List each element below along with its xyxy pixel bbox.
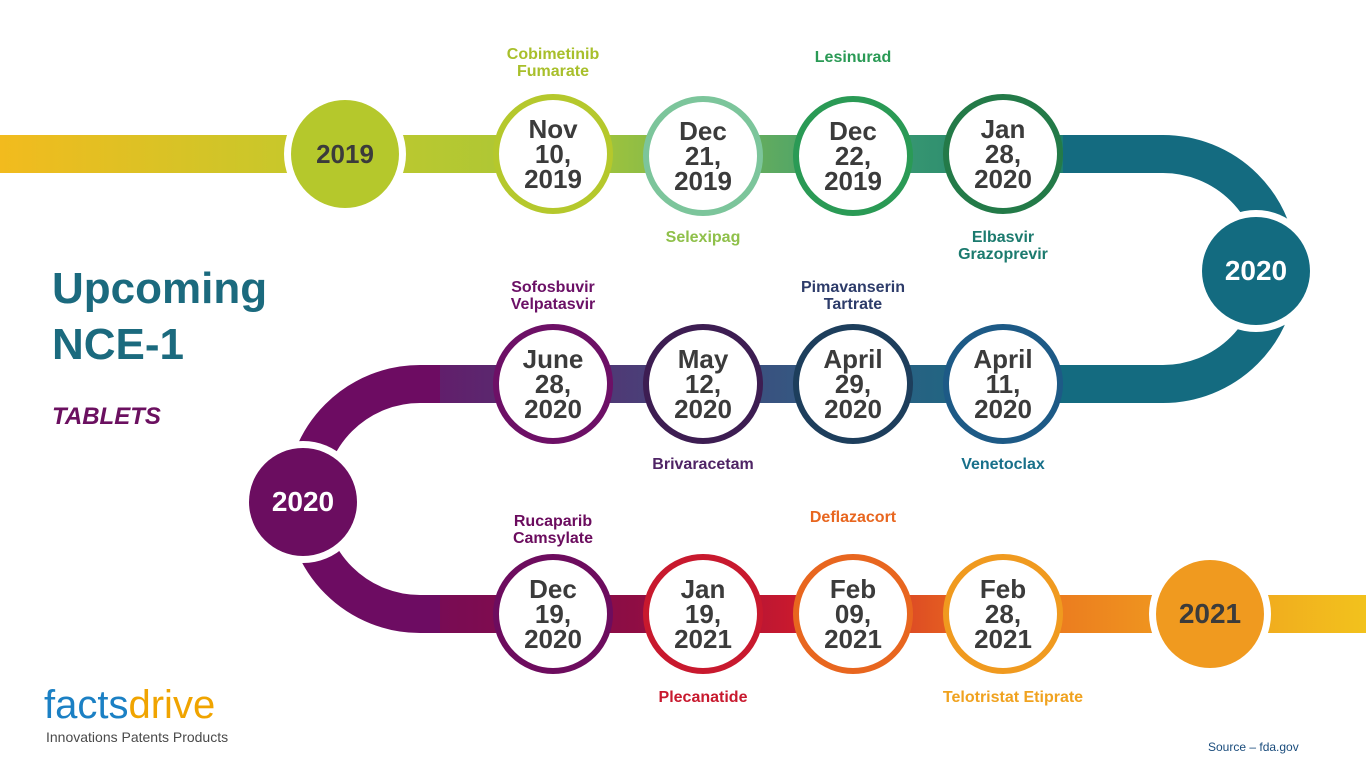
- drug-name: Elbasvir Grazoprevir: [958, 229, 1048, 263]
- drug-name: Telotristat Etiprate: [942, 689, 1084, 706]
- milestone-date: April 29, 2020: [793, 324, 913, 444]
- milestone-date: Dec 19, 2020: [493, 554, 613, 674]
- milestone-date: May 12, 2020: [643, 324, 763, 444]
- milestone-month: April: [973, 343, 1033, 374]
- milestone-day: 28,: [984, 138, 1022, 169]
- milestone-month: April: [823, 343, 883, 374]
- milestone-month: Feb: [979, 573, 1027, 604]
- page-subtitle: TABLETS: [52, 403, 161, 430]
- milestone-year: 2021: [824, 623, 882, 654]
- logo-drive: drive: [128, 683, 216, 727]
- logo-facts: facts: [44, 683, 129, 727]
- milestone-date: Jan 28, 2020: [943, 94, 1063, 214]
- milestone-day: 11,: [985, 368, 1021, 399]
- milestone-month: Dec: [679, 115, 727, 146]
- milestone-month: May: [677, 343, 729, 374]
- milestone-year: 2019: [524, 163, 582, 194]
- milestone-day: 09,: [834, 598, 872, 629]
- milestone-date: Nov 10, 2019: [493, 94, 613, 214]
- drug-name: Venetoclax: [961, 456, 1045, 473]
- drug-name: Brivaracetam: [652, 456, 754, 473]
- milestone-month: June: [522, 343, 584, 374]
- milestone-day: 29,: [834, 368, 872, 399]
- milestone-year: 2020: [974, 163, 1032, 194]
- year-marker: 2020: [1202, 217, 1310, 325]
- milestone-date: Feb 09, 2021: [793, 554, 913, 674]
- milestone-day: 22,: [834, 140, 872, 171]
- drug-name: Deflazacort: [809, 509, 897, 526]
- drug-name: Lesinurad: [814, 49, 892, 66]
- year-marker: 2020: [249, 448, 357, 556]
- milestone-year: 2020: [524, 623, 582, 654]
- drug-name: Sofosbuvir Velpatasvir: [510, 279, 596, 313]
- milestone-day: 28,: [984, 598, 1022, 629]
- logo-tagline: Innovations Patents Products: [46, 729, 229, 745]
- milestone-year: 2021: [974, 623, 1032, 654]
- drug-name: Selexipag: [665, 229, 741, 246]
- milestone-day: 12,: [684, 368, 722, 399]
- milestone-day: 10,: [534, 138, 572, 169]
- drug-name: Cobimetinib Fumarate: [506, 46, 600, 80]
- milestone-month: Dec: [529, 573, 577, 604]
- milestone-year: 2020: [824, 393, 882, 424]
- milestone-month: Jan: [980, 113, 1026, 144]
- drug-name: Pimavanserin Tartrate: [800, 279, 906, 313]
- milestone-date: Dec 21, 2019: [643, 96, 763, 216]
- milestone-day: 28,: [534, 368, 572, 399]
- milestone-date: Feb 28, 2021: [943, 554, 1063, 674]
- milestone-year: 2020: [674, 393, 732, 424]
- page-title-line-1: Upcoming: [52, 264, 268, 313]
- milestone-month: Feb: [829, 573, 877, 604]
- milestone-date: Jan 19, 2021: [643, 554, 763, 674]
- year-marker: 2021: [1156, 560, 1264, 668]
- milestone-year: 2020: [974, 393, 1032, 424]
- drug-name: Rucaparib Camsylate: [512, 513, 594, 547]
- milestone-date: Dec 22, 2019: [793, 96, 913, 216]
- year-marker: 2019: [291, 100, 399, 208]
- milestone-month: Dec: [829, 115, 877, 146]
- milestone-year: 2019: [824, 165, 882, 196]
- milestone-year: 2020: [524, 393, 582, 424]
- factsdrive-logo: factsdrive: [44, 684, 215, 726]
- milestone-date: April 11, 2020: [943, 324, 1063, 444]
- milestone-month: Jan: [680, 573, 726, 604]
- milestone-day: 21,: [684, 140, 722, 171]
- page-title-line-2: NCE-1: [52, 320, 185, 369]
- milestone-day: 19,: [534, 598, 572, 629]
- milestone-month: Nov: [528, 113, 578, 144]
- drug-name: Plecanatide: [658, 689, 748, 706]
- source-note: Source – fda.gov: [1208, 740, 1299, 754]
- milestone-year: 2019: [674, 165, 732, 196]
- milestone-date: June 28, 2020: [493, 324, 613, 444]
- milestone-year: 2021: [674, 623, 732, 654]
- milestone-day: 19,: [684, 598, 722, 629]
